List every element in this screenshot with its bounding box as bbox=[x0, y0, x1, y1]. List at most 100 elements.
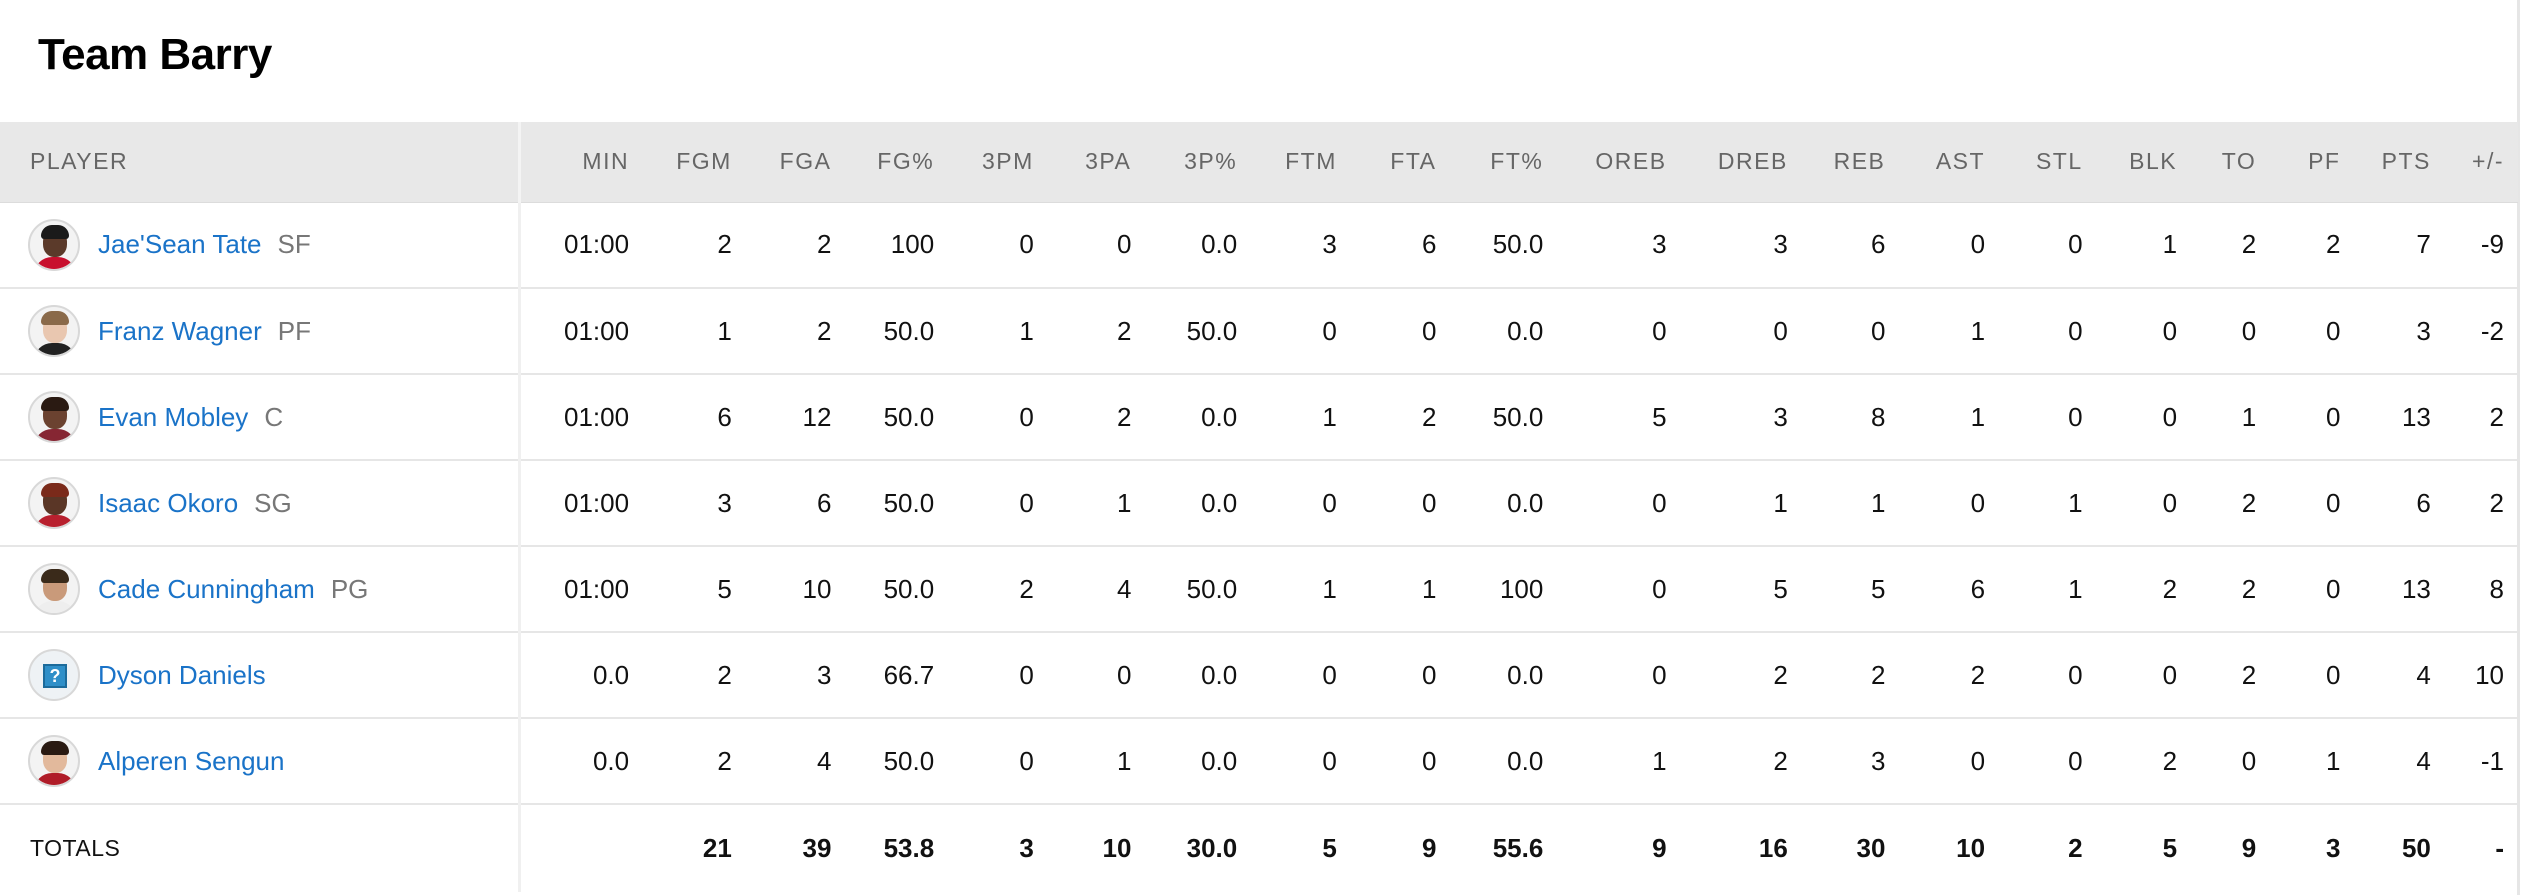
column-header-oreb[interactable]: OREB bbox=[1557, 122, 1681, 203]
player-cell: Evan Mobley C bbox=[0, 374, 522, 460]
column-header-pts[interactable]: PTS bbox=[2354, 122, 2445, 203]
stat-cell-reb: 8 bbox=[1870, 401, 1886, 432]
player-name-link[interactable]: Alperen Sengun bbox=[98, 745, 285, 776]
column-header-plus-minus[interactable]: +/- bbox=[2444, 122, 2518, 203]
column-header-player[interactable]: PLAYER bbox=[0, 122, 522, 203]
stat-cell-ast: 1 bbox=[1970, 315, 1986, 346]
player-avatar-icon[interactable] bbox=[28, 563, 80, 615]
total-cell-oreb: 9 bbox=[1652, 833, 1667, 863]
stat-cell-stl: 1 bbox=[2068, 487, 2083, 518]
stat-cell-reb: 0 bbox=[1870, 315, 1886, 346]
player-position: SF bbox=[277, 229, 311, 260]
stat-cell-oreb: 0 bbox=[1652, 487, 1667, 518]
stat-cell-dreb: 1 bbox=[1773, 487, 1788, 518]
player-avatar-icon[interactable] bbox=[28, 735, 80, 787]
column-header-ast[interactable]: AST bbox=[1899, 122, 2000, 203]
table-row: Jae'Sean Tate SF 01:00 2 2 100 0 0 0.0 3 6 50.0 3 3 6 0… bbox=[0, 202, 2518, 288]
player-avatar-icon[interactable] bbox=[28, 477, 80, 529]
player-cell: Franz Wagner PF bbox=[0, 288, 522, 374]
column-header-reb[interactable]: REB bbox=[1801, 122, 1900, 203]
total-cell-to: 9 bbox=[2241, 833, 2257, 863]
player-avatar-icon[interactable] bbox=[28, 305, 80, 357]
player-avatar-icon[interactable] bbox=[28, 391, 80, 443]
stat-cell-3pa: 2 bbox=[1116, 401, 1132, 432]
stat-cell-fta: 0 bbox=[1422, 745, 1437, 776]
total-cell-reb: 30 bbox=[1856, 833, 1886, 863]
avatar-jersey bbox=[34, 256, 76, 269]
player-name-link[interactable]: Isaac Okoro bbox=[98, 487, 239, 518]
column-header-stl[interactable]: STL bbox=[1999, 122, 2097, 203]
player-name-link[interactable]: Cade Cunningham bbox=[98, 573, 315, 604]
player-avatar-icon[interactable] bbox=[28, 218, 80, 271]
total-cell-pf: 3 bbox=[2326, 833, 2341, 863]
stat-cell-fgm: 2 bbox=[717, 659, 732, 690]
stat-cell-dreb: 0 bbox=[1773, 315, 1788, 346]
stat-cell-fgm: 2 bbox=[717, 745, 732, 776]
stat-cell-pts: 13 bbox=[2401, 573, 2431, 604]
column-header-dreb[interactable]: DREB bbox=[1680, 122, 1802, 203]
stat-cell-fga: 6 bbox=[816, 487, 832, 518]
stat-cell-3pa: 0 bbox=[1116, 659, 1132, 690]
stat-cell-to: 2 bbox=[2241, 229, 2257, 260]
column-header-pf[interactable]: PF bbox=[2270, 122, 2355, 203]
column-header-ftm[interactable]: FTM bbox=[1251, 122, 1351, 203]
stat-cell-fta: 0 bbox=[1422, 315, 1437, 346]
stat-cell-fga: 10 bbox=[802, 573, 832, 604]
stat-cell-plus-minus: -2 bbox=[2480, 315, 2504, 346]
stat-cell-ast: 0 bbox=[1970, 745, 1986, 776]
stat-cell-ftm: 0 bbox=[1322, 745, 1337, 776]
column-header-3p-pct[interactable]: 3P% bbox=[1145, 122, 1252, 203]
column-header-fgm[interactable]: FGM bbox=[643, 122, 746, 203]
player-position: C bbox=[264, 401, 284, 432]
column-header-fg-pct[interactable]: FG% bbox=[845, 122, 949, 203]
table-row: Evan Mobley C 01:00 6 12 50.0 0 2 0.0 1 2 50.0 5 3 8 1 0… bbox=[0, 374, 2518, 460]
column-header-to[interactable]: TO bbox=[2191, 122, 2271, 203]
stat-cell-fg-pct: 50.0 bbox=[883, 745, 935, 776]
stat-cell-blk: 2 bbox=[2162, 745, 2178, 776]
stat-cell-3pm: 1 bbox=[1019, 315, 1034, 346]
player-cell: Alperen Sengun bbox=[0, 718, 522, 804]
stat-cell-oreb: 3 bbox=[1652, 229, 1667, 260]
avatar-jersey bbox=[34, 343, 76, 355]
stat-cell-plus-minus: 2 bbox=[2489, 401, 2504, 432]
stat-cell-ft-pct: 0.0 bbox=[1507, 659, 1544, 690]
stat-cell-3p-pct: 0.0 bbox=[1201, 745, 1238, 776]
column-header-3pa[interactable]: 3PA bbox=[1047, 122, 1146, 203]
stat-cell-3p-pct: 0.0 bbox=[1201, 229, 1238, 260]
stat-cell-3pa: 2 bbox=[1116, 315, 1132, 346]
stat-cell-3pa: 1 bbox=[1116, 487, 1132, 518]
column-header-fga[interactable]: FGA bbox=[745, 122, 846, 203]
stat-cell-to: 2 bbox=[2241, 659, 2257, 690]
column-header-3pm[interactable]: 3PM bbox=[948, 122, 1048, 203]
stat-cell-fg-pct: 66.7 bbox=[883, 659, 935, 690]
stat-cell-stl: 0 bbox=[2068, 401, 2083, 432]
column-header-ft-pct[interactable]: FT% bbox=[1450, 122, 1558, 203]
stat-cell-ft-pct: 100 bbox=[1499, 573, 1544, 604]
total-cell-3pa: 10 bbox=[1102, 833, 1132, 863]
column-header-blk[interactable]: BLK bbox=[2096, 122, 2192, 203]
stat-cell-fg-pct: 50.0 bbox=[883, 487, 935, 518]
stat-cell-pts: 7 bbox=[2416, 229, 2431, 260]
table-row: Cade Cunningham PG 01:00 5 10 50.0 2 4 50.0 1 1 100… bbox=[0, 546, 2518, 632]
stat-cell-dreb: 2 bbox=[1773, 659, 1788, 690]
stat-cell-blk: 0 bbox=[2162, 487, 2178, 518]
player-name-link[interactable]: Franz Wagner bbox=[98, 315, 262, 346]
stat-cell-3p-pct: 0.0 bbox=[1201, 487, 1238, 518]
stat-cell-pts: 13 bbox=[2401, 401, 2431, 432]
stat-cell-fta: 0 bbox=[1422, 659, 1437, 690]
stat-cell-min: 01:00 bbox=[564, 229, 630, 260]
stat-cell-ftm: 1 bbox=[1322, 401, 1337, 432]
player-name-link[interactable]: Evan Mobley bbox=[98, 401, 249, 432]
unknown-player-icon[interactable]: ? bbox=[28, 649, 80, 701]
column-header-min[interactable]: MIN bbox=[519, 122, 644, 203]
player-name-link[interactable]: Dyson Daniels bbox=[98, 659, 266, 690]
stat-cell-min: 01:00 bbox=[564, 573, 630, 604]
stat-cell-plus-minus: 2 bbox=[2489, 487, 2504, 518]
stat-cell-pts: 4 bbox=[2416, 659, 2431, 690]
player-name-link[interactable]: Jae'Sean Tate bbox=[98, 229, 262, 260]
total-cell-stl: 2 bbox=[2068, 833, 2083, 863]
stat-cell-fg-pct: 50.0 bbox=[883, 401, 935, 432]
column-header-fta[interactable]: FTA bbox=[1350, 122, 1451, 203]
stat-cell-pts: 3 bbox=[2416, 315, 2431, 346]
table-row: Isaac Okoro SG 01:00 3 6 50.0 0 1 0.0 0 0 0.0 0 1 1 0 1 0… bbox=[0, 460, 2518, 546]
